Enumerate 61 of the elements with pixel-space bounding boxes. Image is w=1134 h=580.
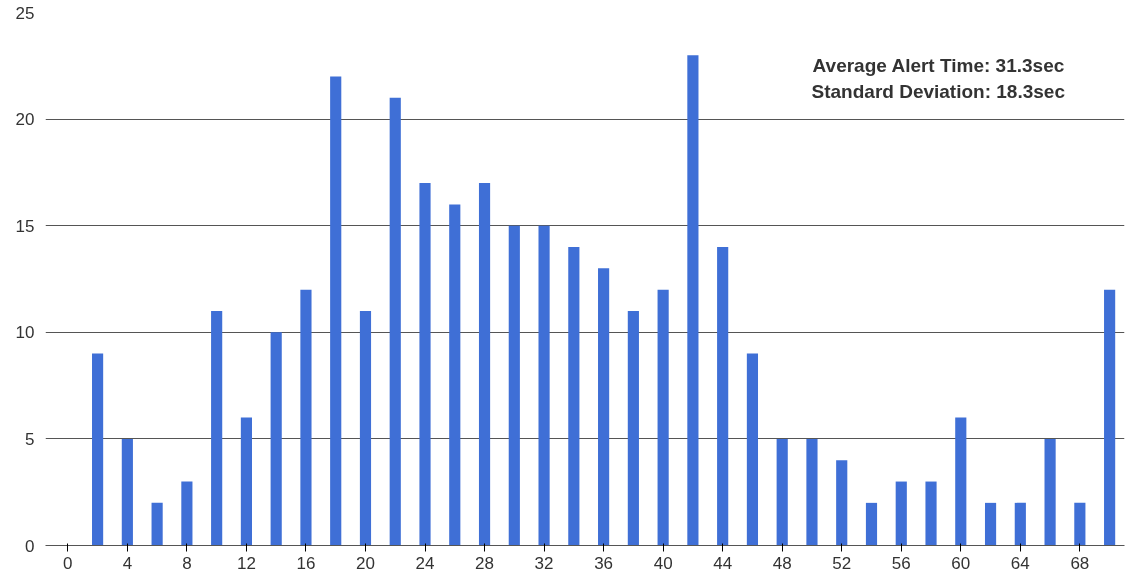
x-tick-label: 12 bbox=[236, 553, 256, 573]
x-tick-label: 44 bbox=[713, 553, 733, 573]
bar bbox=[925, 481, 937, 546]
bar bbox=[359, 310, 372, 546]
bar bbox=[389, 97, 401, 546]
bar bbox=[865, 502, 878, 546]
bar bbox=[151, 502, 163, 546]
bar bbox=[984, 502, 997, 546]
bar bbox=[895, 481, 907, 546]
x-tick-label: 16 bbox=[296, 553, 316, 573]
x-tick-label: 24 bbox=[415, 553, 435, 573]
bar bbox=[478, 183, 491, 546]
bar bbox=[508, 225, 520, 546]
x-tick-label: 8 bbox=[182, 553, 192, 573]
bar bbox=[181, 481, 193, 546]
annotation: Standard Deviation: 18.3sec bbox=[811, 80, 1066, 102]
bar bbox=[449, 204, 461, 546]
x-tick-label: 60 bbox=[951, 553, 971, 573]
y-tick-label: 5 bbox=[25, 429, 35, 449]
annotation: Average Alert Time: 31.3sec bbox=[812, 54, 1065, 76]
bar bbox=[1014, 502, 1026, 546]
y-tick-label: 20 bbox=[15, 110, 35, 130]
bar bbox=[717, 247, 729, 546]
bar bbox=[687, 55, 699, 546]
y-tick-label: 0 bbox=[25, 536, 35, 556]
y-tick-label: 10 bbox=[15, 323, 35, 343]
x-tick-label: 28 bbox=[475, 553, 495, 573]
bar bbox=[806, 438, 818, 546]
bar bbox=[211, 310, 223, 546]
bar bbox=[330, 76, 342, 546]
bar bbox=[1104, 289, 1116, 546]
bar bbox=[300, 289, 312, 546]
bar bbox=[955, 417, 967, 546]
bar bbox=[598, 268, 610, 546]
bar bbox=[746, 353, 759, 546]
x-tick-label: 32 bbox=[534, 553, 554, 573]
y-tick-label: 25 bbox=[15, 3, 35, 23]
bar bbox=[121, 438, 133, 546]
bar bbox=[240, 417, 252, 546]
x-tick-label: 40 bbox=[653, 553, 673, 573]
x-tick-label: 68 bbox=[1070, 553, 1090, 573]
x-tick-label: 36 bbox=[594, 553, 614, 573]
x-tick-label: 52 bbox=[832, 553, 852, 573]
bar bbox=[836, 460, 848, 546]
bar bbox=[568, 247, 580, 546]
bar bbox=[1074, 502, 1086, 546]
x-tick-label: 0 bbox=[63, 553, 73, 573]
x-tick-label: 20 bbox=[356, 553, 375, 573]
bar bbox=[657, 289, 669, 546]
bar bbox=[270, 332, 282, 546]
bar bbox=[538, 225, 550, 546]
x-tick-label: 56 bbox=[891, 553, 911, 573]
bar bbox=[419, 183, 431, 546]
x-tick-label: 48 bbox=[772, 553, 792, 573]
x-tick-label: 64 bbox=[1010, 553, 1030, 573]
bar bbox=[92, 353, 104, 546]
bar bbox=[776, 438, 788, 546]
x-tick-label: 4 bbox=[122, 553, 133, 573]
bar bbox=[1044, 438, 1056, 546]
y-tick-label: 15 bbox=[15, 216, 35, 236]
bar bbox=[627, 310, 639, 546]
